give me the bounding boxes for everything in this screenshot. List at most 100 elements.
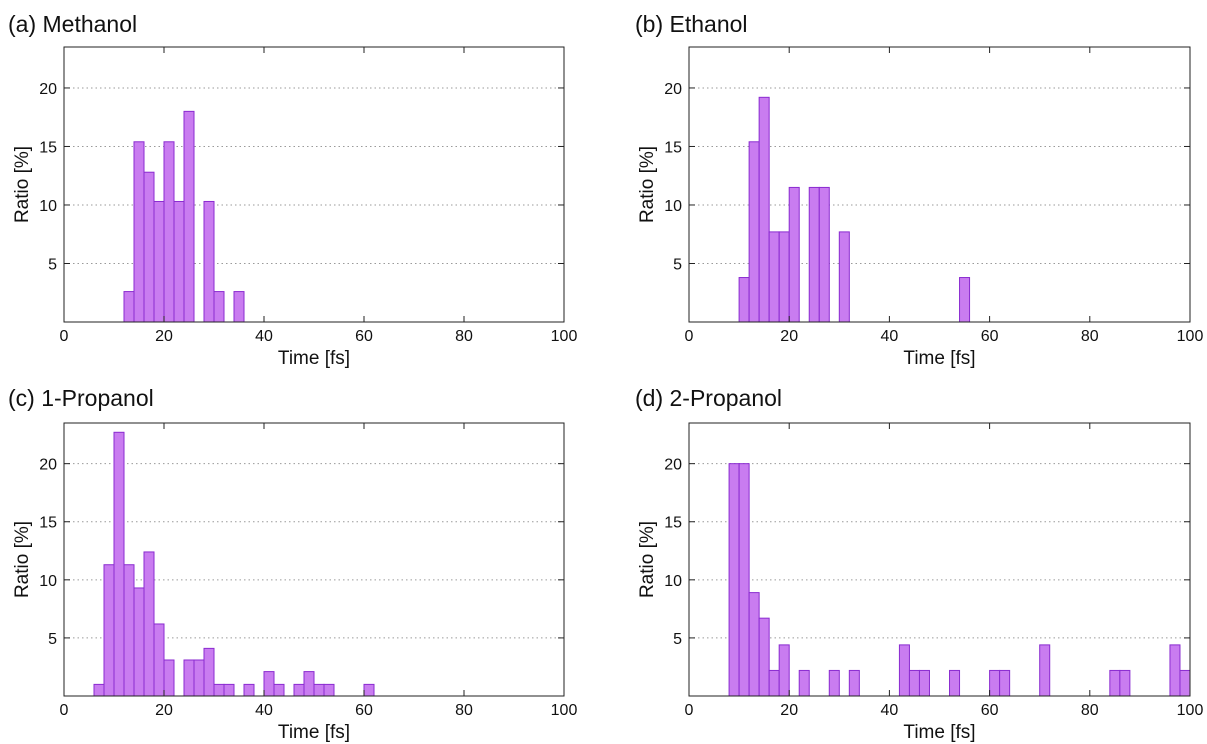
histogram-bar <box>768 231 780 323</box>
histogram-bar <box>153 623 165 697</box>
x-tick-label: 0 <box>60 328 69 345</box>
x-tick-label: 0 <box>60 702 69 719</box>
histogram-bar <box>758 96 770 323</box>
histogram-bar <box>989 669 1001 697</box>
x-tick-label: 40 <box>255 328 273 345</box>
plot-frame <box>63 46 565 323</box>
histogram-bar <box>193 659 205 697</box>
plot-frame <box>688 422 1191 697</box>
histogram-bar <box>728 463 740 697</box>
histogram-bar <box>93 683 105 697</box>
x-tick-label: 60 <box>981 328 999 345</box>
y-tick-label: 20 <box>664 81 682 98</box>
panel-title: (b) Ethanol <box>635 11 748 37</box>
x-axis-label: Time [fs] <box>903 348 975 369</box>
x-axis-label: Time [fs] <box>903 722 975 743</box>
histogram-bar <box>133 141 145 323</box>
histogram-bar <box>263 671 275 697</box>
x-tick-label: 40 <box>881 328 899 345</box>
histogram-bar <box>273 683 285 697</box>
x-axis-label: Time [fs] <box>278 722 350 743</box>
histogram-bar <box>778 231 790 323</box>
histogram-bar <box>758 617 770 697</box>
panel-ethanol: (b) Ethanol 5 10 15 20 0 20 40 60 80 100 Time [fs]… <box>625 0 1207 372</box>
histogram-bar <box>183 659 195 697</box>
panel-2-propanol: (d) 2-Propanol 5 10 15 20 0 20 40 60 80 100 Time [… <box>625 376 1207 744</box>
histogram-bar <box>788 186 800 323</box>
histogram-bar <box>818 186 830 323</box>
histogram-bar <box>949 669 961 697</box>
histogram-bar <box>1109 669 1121 697</box>
x-tick-label: 40 <box>881 702 899 719</box>
histogram-bar <box>183 110 195 323</box>
histogram-bar <box>918 669 930 697</box>
panel-methanol: (a) Methanol 5 10 15 20 0 20 40 60 80 100 Time [fs… <box>0 0 603 372</box>
plot-frame <box>63 422 565 697</box>
histogram-bar <box>303 671 315 697</box>
x-tick-label: 80 <box>1081 702 1099 719</box>
histogram-bar <box>233 291 245 323</box>
histogram-bar <box>738 463 750 697</box>
y-axis-label: Ratio [%] <box>637 521 658 598</box>
histogram-bar <box>163 141 175 323</box>
histogram-bar <box>828 669 840 697</box>
histogram-bar <box>313 683 325 697</box>
histogram-bar <box>243 683 255 697</box>
x-tick-label: 60 <box>355 702 373 719</box>
histogram-bar <box>999 669 1011 697</box>
y-tick-label: 20 <box>664 457 682 474</box>
y-tick-label: 5 <box>673 256 682 273</box>
histogram-bar <box>1169 644 1181 697</box>
histogram-bar <box>133 587 145 697</box>
y-tick-label: 10 <box>664 573 682 590</box>
histogram-bar <box>143 171 155 323</box>
histogram-bar <box>213 683 225 697</box>
panel-title: (c) 1-Propanol <box>8 385 154 411</box>
histogram-bar <box>838 231 850 323</box>
x-tick-label: 60 <box>355 328 373 345</box>
panel-title: (d) 2-Propanol <box>635 385 783 411</box>
x-tick-label: 80 <box>455 702 473 719</box>
y-tick-label: 15 <box>39 515 57 532</box>
histogram-bar <box>163 659 175 697</box>
histogram-bar <box>1179 669 1191 697</box>
x-tick-label: 100 <box>551 702 578 719</box>
y-axis-label: Ratio [%] <box>12 146 33 223</box>
x-tick-label: 20 <box>780 328 798 345</box>
x-tick-label: 100 <box>1177 702 1204 719</box>
1-propanol-histogram: 5 10 15 20 0 20 40 60 80 100 Time [fs] Ratio [%] <box>12 422 578 743</box>
histogram-bar <box>323 683 335 697</box>
histogram-bar <box>173 200 185 323</box>
y-tick-label: 15 <box>664 515 682 532</box>
histogram-bar <box>768 669 780 697</box>
x-tick-label: 100 <box>1177 328 1204 345</box>
histogram-bar <box>213 291 225 323</box>
y-tick-label: 20 <box>39 457 57 474</box>
x-tick-label: 40 <box>255 702 273 719</box>
histogram-bar <box>1119 669 1131 697</box>
histogram-bar <box>143 551 155 697</box>
y-tick-label: 5 <box>673 631 682 648</box>
y-tick-label: 15 <box>39 139 57 156</box>
y-tick-label: 10 <box>664 198 682 215</box>
y-tick-label: 5 <box>48 631 57 648</box>
histogram-bar <box>778 644 790 697</box>
histogram-bar <box>153 200 165 323</box>
x-tick-label: 60 <box>981 702 999 719</box>
y-tick-label: 10 <box>39 573 57 590</box>
x-tick-label: 0 <box>685 328 694 345</box>
x-tick-label: 20 <box>155 328 173 345</box>
x-tick-label: 100 <box>551 328 578 345</box>
x-axis-label: Time [fs] <box>278 348 350 369</box>
x-tick-label: 80 <box>1081 328 1099 345</box>
histogram-bar <box>898 644 910 697</box>
y-tick-label: 20 <box>39 81 57 98</box>
histogram-bar <box>293 683 305 697</box>
y-tick-label: 15 <box>664 139 682 156</box>
histogram-bar <box>1039 644 1051 697</box>
x-tick-label: 80 <box>455 328 473 345</box>
x-tick-label: 20 <box>155 702 173 719</box>
2-propanol-histogram: 5 10 15 20 0 20 40 60 80 100 Time [fs] Ratio [%] <box>637 422 1204 743</box>
x-tick-label: 0 <box>685 702 694 719</box>
ethanol-histogram: 5 10 15 20 0 20 40 60 80 100 Time [fs] Ratio [%] <box>637 46 1204 369</box>
